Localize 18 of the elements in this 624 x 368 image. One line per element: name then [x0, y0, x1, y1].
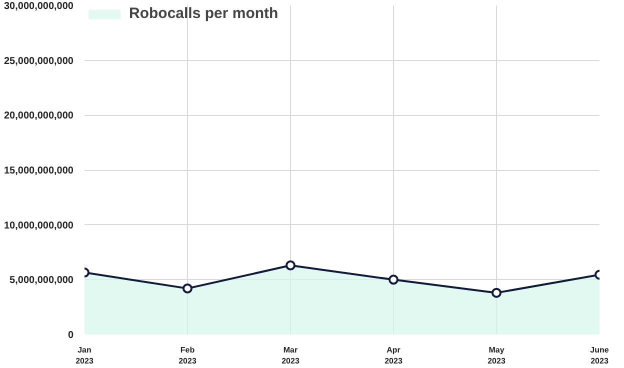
legend-label: Robocalls per month: [129, 5, 278, 22]
x-tick-label: May 2023: [488, 346, 506, 366]
y-tick-label: 30,000,000,000: [4, 1, 74, 12]
point: [388, 274, 398, 285]
y-tick-label: 20,000,000,000: [4, 110, 74, 122]
x-tick-label: Jan 2023: [76, 346, 94, 366]
point: [286, 260, 296, 270]
x-tick-label: June 2023: [590, 346, 610, 366]
x-tick-label: Apr 2023: [384, 346, 403, 366]
x-tick-label: Mar 2023: [282, 346, 300, 366]
y-tick-label: 25,000,000,000: [4, 56, 74, 67]
y-tick-label: 10,000,000,000: [4, 220, 74, 232]
point: [492, 288, 502, 298]
y-tick-label: 15,000,000,000: [4, 166, 74, 176]
y-tick-label: 5,000,000,000: [10, 275, 74, 286]
point: [182, 283, 192, 294]
x-tick-label: Feb 2023: [178, 346, 197, 366]
y-tick-label: 0: [68, 330, 74, 341]
